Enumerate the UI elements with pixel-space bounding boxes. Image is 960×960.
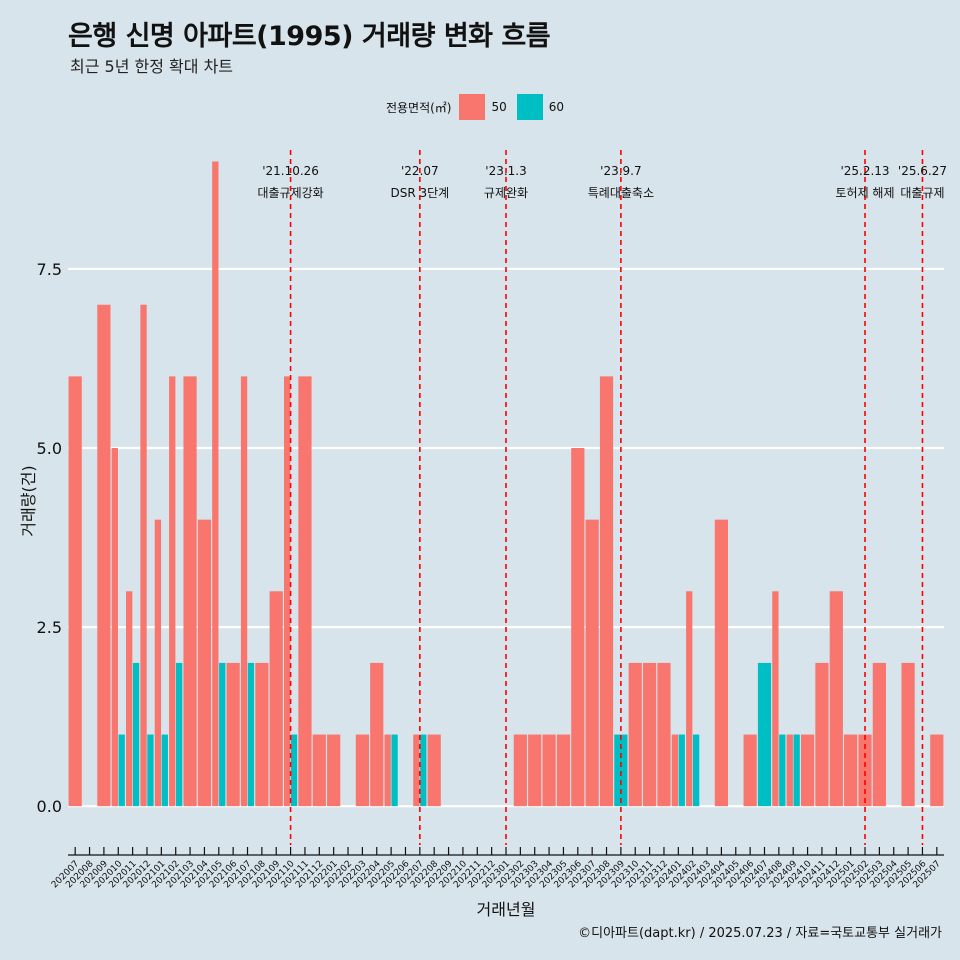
bar — [692, 734, 700, 807]
bar — [714, 519, 729, 807]
bar — [815, 662, 829, 807]
bar — [413, 734, 420, 807]
annotation-label: DSR 3단계 — [390, 186, 449, 200]
bar — [930, 734, 944, 807]
bar — [269, 591, 283, 807]
bar — [786, 734, 793, 807]
legend-label-60: 60 — [548, 100, 565, 114]
y-axis-title: 거래량(건) — [19, 465, 38, 536]
annotation-date: '21.10.26 — [262, 164, 319, 178]
legend-key-50 — [459, 94, 486, 120]
annotation-date: '23.9.7 — [600, 164, 641, 178]
annotation-label: 특례대출축소 — [588, 186, 654, 200]
bar — [327, 734, 341, 807]
bar — [628, 662, 642, 807]
bar — [384, 734, 391, 807]
bar — [97, 304, 111, 807]
y-tick-label: 5.0 — [37, 439, 62, 458]
bar — [118, 734, 125, 807]
bar — [571, 448, 585, 807]
annotation-date: '25.6.27 — [898, 164, 947, 178]
annotation-date: '25.2.13 — [840, 164, 889, 178]
annotation-date: '23.1.3 — [485, 164, 526, 178]
bar — [312, 734, 326, 807]
bar — [147, 734, 154, 807]
bar — [513, 734, 527, 807]
bar — [391, 734, 398, 807]
x-axis-title: 거래년월 — [477, 900, 536, 919]
bar — [872, 662, 886, 807]
bar — [743, 734, 757, 807]
bar — [686, 591, 693, 807]
bar — [255, 662, 269, 807]
legend-key-60 — [516, 94, 543, 120]
bar — [176, 662, 183, 807]
bar — [614, 734, 628, 807]
annotation-label: 대출규제강화 — [257, 186, 323, 200]
bar — [355, 734, 369, 807]
annotation-date: '22.07 — [401, 164, 439, 178]
bar — [599, 376, 614, 807]
legend: 전용면적(㎡) 50 60 — [0, 93, 960, 121]
bar — [800, 734, 815, 807]
bar — [370, 662, 384, 807]
source-caption: ©디아파트(dapt.kr) / 2025.07.23 / 자료=국토교통부 실… — [578, 926, 942, 941]
bar — [183, 376, 197, 807]
bar — [427, 734, 441, 807]
bar — [68, 376, 82, 807]
chart-title: 은행 신명 아파트(1995) 거래량 변화 흐름 — [68, 21, 551, 52]
bar — [671, 734, 679, 807]
bar — [290, 734, 298, 807]
bar — [585, 519, 599, 807]
bar — [247, 662, 255, 807]
bar — [844, 734, 858, 807]
bar — [901, 662, 915, 807]
bar — [219, 662, 226, 807]
bar — [829, 591, 843, 807]
bar — [212, 161, 219, 807]
bar — [197, 519, 212, 807]
bar — [169, 376, 176, 807]
bar — [779, 734, 786, 807]
bar — [161, 734, 168, 807]
annotation-label: 대출규제 — [900, 186, 944, 200]
bar — [154, 519, 162, 807]
y-tick-label: 7.5 — [37, 260, 62, 279]
annotation-label: 규제완화 — [484, 186, 528, 200]
y-tick-label: 2.5 — [37, 618, 62, 637]
bar — [772, 591, 779, 807]
bar — [528, 734, 542, 807]
bar — [678, 734, 685, 807]
bar — [420, 734, 427, 807]
bar — [226, 662, 240, 807]
annotation-label: 토허제 해제 — [836, 186, 895, 200]
bar — [111, 448, 118, 807]
bar — [757, 662, 772, 807]
bar — [240, 376, 248, 807]
bar — [556, 734, 571, 807]
legend-label-50: 50 — [491, 100, 507, 114]
bar — [140, 304, 147, 807]
bar — [126, 591, 133, 807]
bar — [858, 734, 872, 807]
chart-subtitle: 최근 5년 한정 확대 차트 — [70, 57, 234, 76]
bar — [298, 376, 312, 807]
bar — [657, 662, 671, 807]
bar — [643, 662, 657, 807]
bar — [132, 662, 140, 807]
bar — [793, 734, 800, 807]
legend-title: 전용면적(㎡) — [385, 100, 452, 115]
y-tick-label: 0.0 — [37, 797, 62, 816]
bar — [542, 734, 556, 807]
bar — [283, 376, 291, 807]
